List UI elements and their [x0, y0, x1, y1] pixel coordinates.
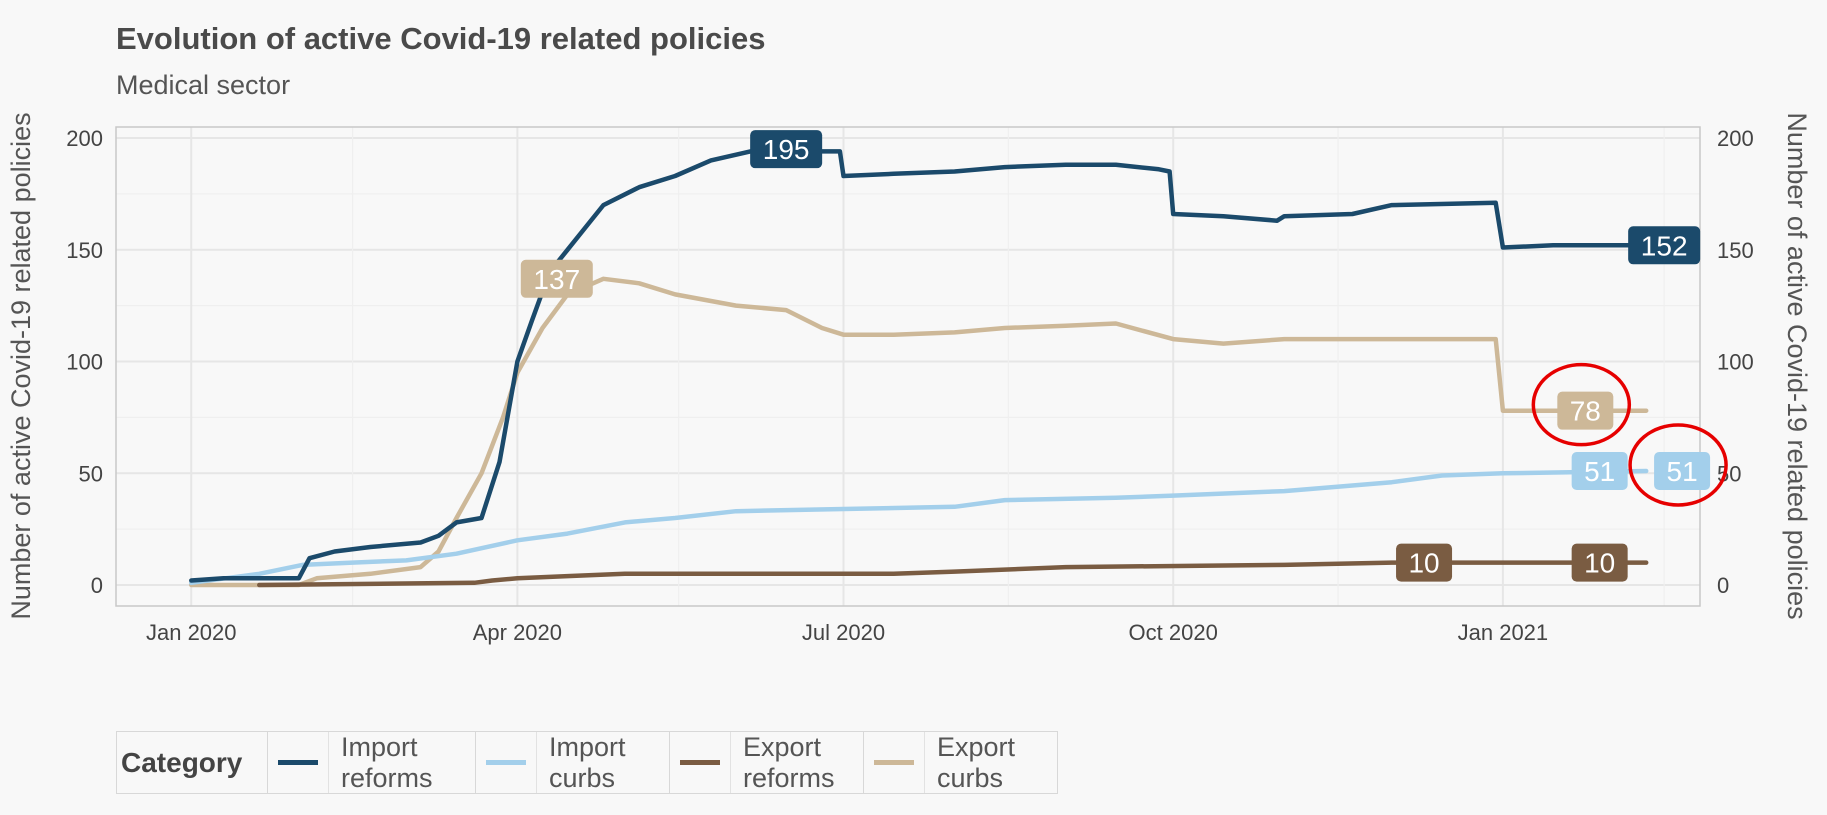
series-lines — [189, 149, 1649, 588]
series-line-export-curbs — [189, 276, 1649, 588]
legend-label-import-curbs: Import curbs — [549, 731, 626, 793]
chart-title: Evolution of active Covid-19 related pol… — [116, 21, 765, 56]
y-tick-label-right: 100 — [1717, 350, 1754, 375]
y-tick-label-left: 150 — [66, 238, 103, 263]
y-axis-label-left: Number of active Covid-19 related polici… — [6, 112, 36, 619]
legend-key-import-reforms — [278, 760, 318, 765]
legend-label-export-reforms: Export reforms — [743, 731, 835, 793]
chart-subtitle: Medical sector — [116, 70, 290, 100]
series-line-export-reforms — [257, 560, 1649, 588]
data-label-import-curbs: 51 — [1667, 456, 1698, 487]
x-tick-label: Jan 2020 — [146, 620, 237, 645]
legend: Category Import reforms Import curbs Exp… — [116, 731, 1058, 794]
plot-panel-border — [115, 126, 1701, 607]
gridlines — [116, 127, 1700, 606]
data-label-box-export-reforms — [1571, 543, 1628, 582]
data-label-import-curbs: 51 — [1584, 456, 1615, 487]
data-label-box-export-reforms — [1396, 543, 1453, 582]
data-label-box-import-reforms — [750, 130, 823, 169]
data-label-box-export-curbs — [1557, 391, 1614, 430]
series-line-import-reforms — [189, 149, 1649, 583]
y-tick-label-right: 150 — [1717, 238, 1754, 263]
data-label-export-reforms: 10 — [1584, 548, 1615, 579]
y-tick-label-right: 200 — [1717, 126, 1754, 151]
data-label-export-reforms: 10 — [1408, 548, 1439, 579]
data-label-box-import-curbs — [1571, 452, 1628, 491]
legend-key-export-curbs — [874, 760, 914, 765]
highlight-circles — [1531, 362, 1728, 507]
legend-label-export-curbs: Export curbs — [937, 731, 1016, 793]
legend-label-import-reforms: Import reforms — [341, 731, 433, 793]
y-axis-label-right: Number of active Covid-19 related polici… — [1782, 112, 1812, 619]
x-tick-label: Jan 2021 — [1458, 620, 1549, 645]
x-axis: Jan 2020 Apr 2020 Jul 2020 Oct 2020 Jan 2021 — [146, 620, 1548, 645]
legend-item-export-reforms: Export reforms — [670, 732, 864, 793]
y-tick-label-left: 0 — [91, 573, 103, 598]
data-label-import-reforms: 195 — [763, 134, 810, 165]
x-tick-label: Oct 2020 — [1129, 620, 1218, 645]
y-tick-label-left: 100 — [66, 350, 103, 375]
data-label-export-curbs: 78 — [1570, 396, 1601, 427]
data-label-export-curbs: 137 — [533, 264, 580, 295]
legend-item-import-curbs: Import curbs — [476, 732, 670, 793]
x-tick-label: Jul 2020 — [802, 620, 885, 645]
data-label-box-import-curbs — [1654, 452, 1711, 491]
data-label-import-reforms: 152 — [1641, 230, 1688, 261]
y-axis-left: 0 50 100 150 200 — [66, 126, 103, 598]
legend-item-import-reforms: Import reforms — [268, 732, 476, 793]
x-tick-label: Apr 2020 — [473, 620, 562, 645]
y-tick-label-left: 50 — [79, 461, 103, 486]
legend-key-import-curbs — [486, 760, 526, 765]
legend-item-export-curbs: Export curbs — [864, 732, 1057, 793]
y-tick-label-right: 0 — [1717, 573, 1729, 598]
legend-key-export-reforms — [680, 760, 720, 765]
data-label-box-import-reforms — [1628, 226, 1701, 265]
y-tick-label-left: 200 — [66, 126, 103, 151]
legend-title: Category — [117, 732, 268, 793]
chart: Evolution of active Covid-19 related pol… — [6, 21, 1812, 645]
data-label-box-export-curbs — [520, 259, 593, 298]
highlight-circle — [1628, 423, 1728, 507]
series-line-import-curbs — [189, 468, 1649, 586]
highlight-circle — [1531, 362, 1632, 447]
data-labels: 195 152 51 51 10 10 137 78 — [520, 130, 1711, 582]
